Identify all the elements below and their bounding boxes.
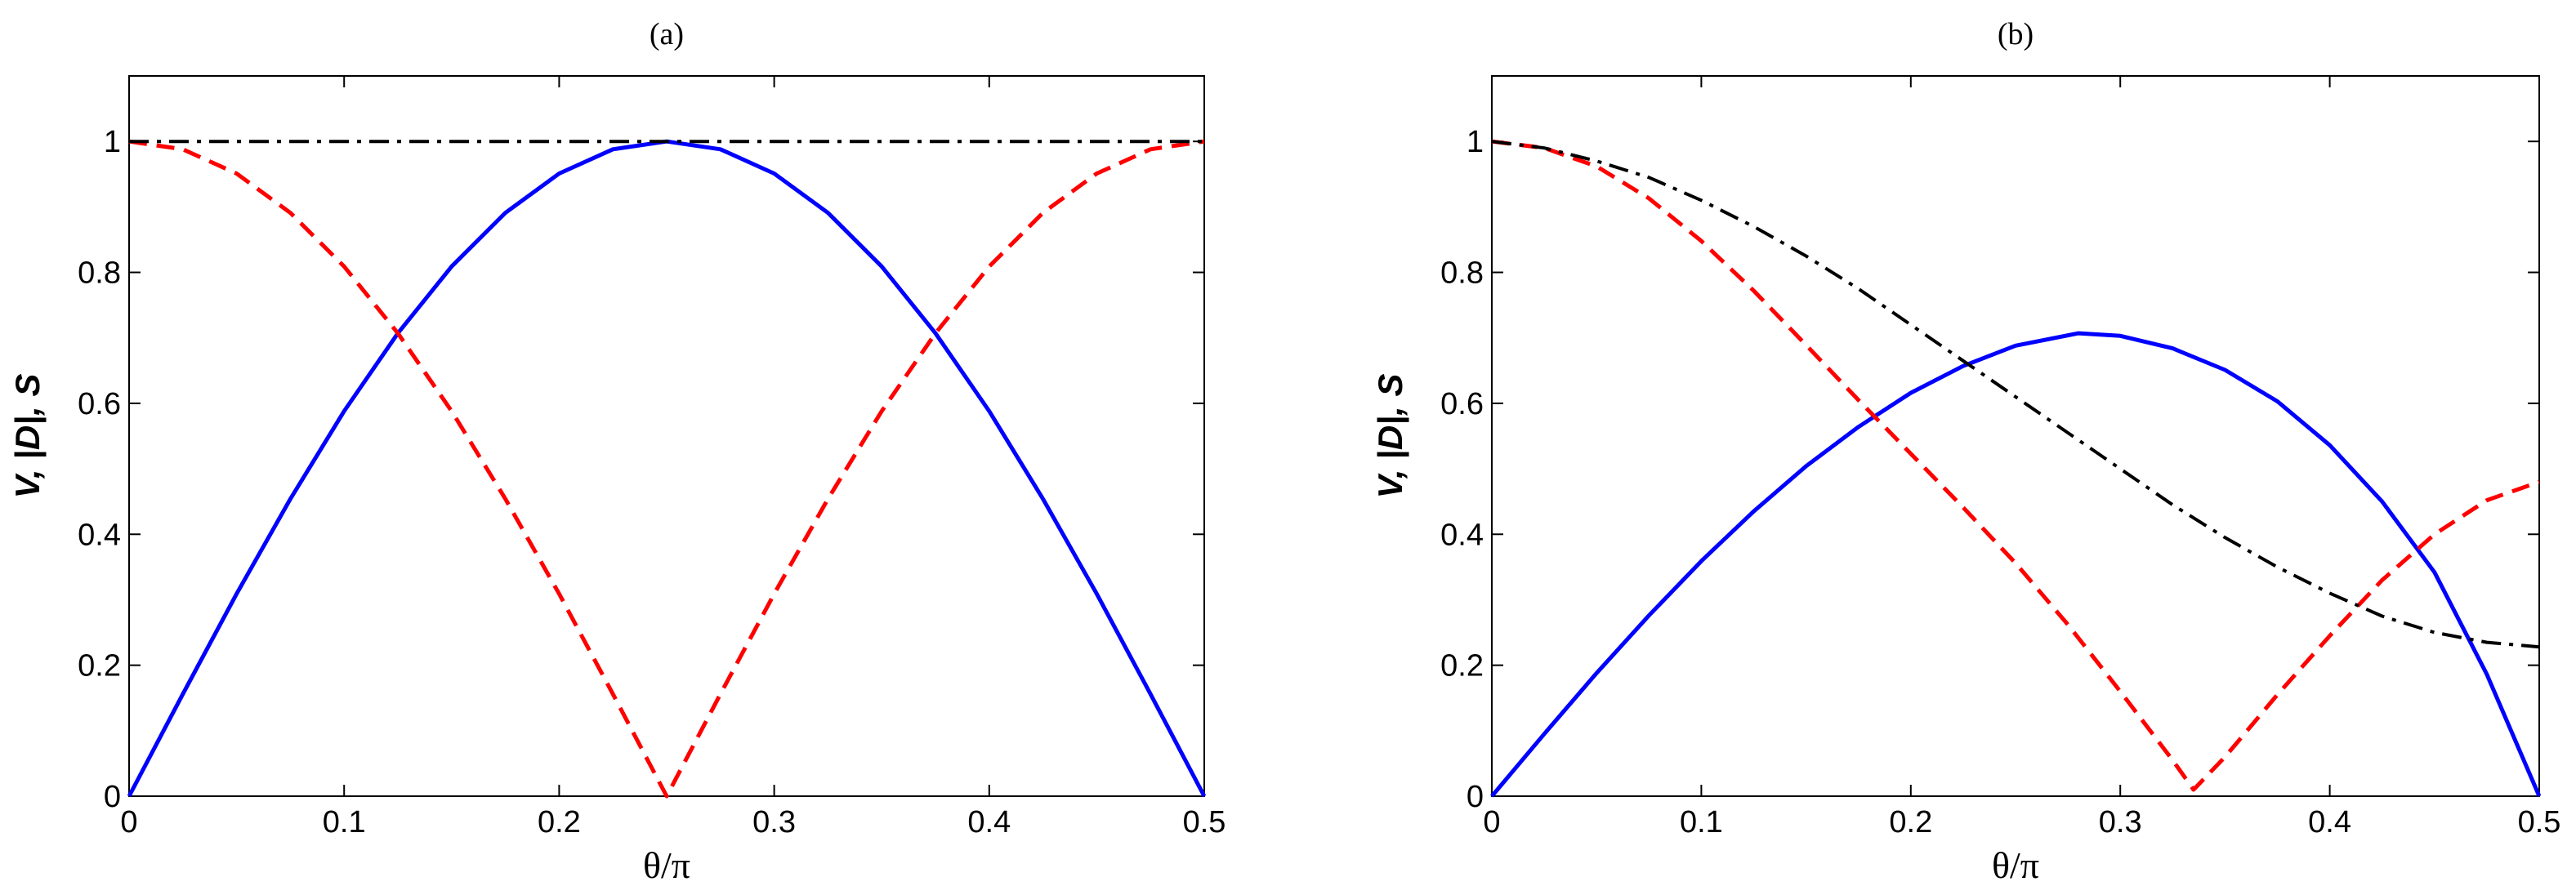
panel-b: (b) 0 0.1 0.2 0.3 0.4 0.5 0 0.2 0.4 0.6 0.8 1 θ/π V, |… <box>1371 17 2560 886</box>
series-line-d <box>1491 139 2540 792</box>
x-tick-label: 0.2 <box>538 805 581 839</box>
y-tick-label: 0 <box>1467 780 1484 814</box>
x-tick-label: 0.5 <box>2518 805 2561 839</box>
panel-a: (a) 0 0.1 0.2 0.3 0.4 0.5 0 0.2 0.4 0.6 0.8 1 θ/π V, |… <box>8 17 1225 886</box>
series-line-d <box>128 139 1205 799</box>
panel-title: (a) <box>650 17 684 51</box>
x-tick-label: 0.1 <box>1680 805 1723 839</box>
x-tick-label: 0.1 <box>323 805 366 839</box>
y-axis-label: V, |D|, S <box>1371 374 1409 499</box>
x-tick-label: 0.4 <box>2308 805 2351 839</box>
plot-frame <box>1491 75 2540 797</box>
x-tick-label: 0.3 <box>2099 805 2142 839</box>
x-axis-label: θ/π <box>643 844 690 886</box>
y-tick-label: 0.8 <box>1440 256 1484 291</box>
y-tick-label: 1 <box>104 125 121 159</box>
y-tick-label: 0 <box>104 780 121 814</box>
series-line-v <box>1490 331 2542 798</box>
series-line-v <box>127 139 1207 798</box>
x-tick-label: 0.5 <box>1183 805 1226 839</box>
panel-title: (b) <box>1998 17 2034 51</box>
x-tick-label: 0.2 <box>1889 805 1932 839</box>
x-tick-label: 0.4 <box>967 805 1011 839</box>
y-tick-label: 0.8 <box>78 256 121 291</box>
y-tick-label: 0.4 <box>78 518 121 552</box>
y-tick-label: 0.2 <box>78 649 121 683</box>
y-axis-label: V, |D|, S <box>8 374 47 499</box>
y-tick-label: 0.6 <box>78 387 121 421</box>
y-tick-label: 0.2 <box>1440 649 1484 683</box>
x-tick-label: 0.3 <box>752 805 796 839</box>
x-tick-label: 0 <box>120 805 137 839</box>
y-tick-label: 0.4 <box>1440 518 1484 552</box>
x-axis-label: θ/π <box>1992 844 2039 886</box>
series-line-s <box>1491 140 2540 649</box>
plot-frame <box>128 75 1205 797</box>
y-tick-label: 0.6 <box>1440 387 1484 421</box>
x-tick-label: 0 <box>1483 805 1500 839</box>
y-tick-label: 1 <box>1467 125 1484 159</box>
